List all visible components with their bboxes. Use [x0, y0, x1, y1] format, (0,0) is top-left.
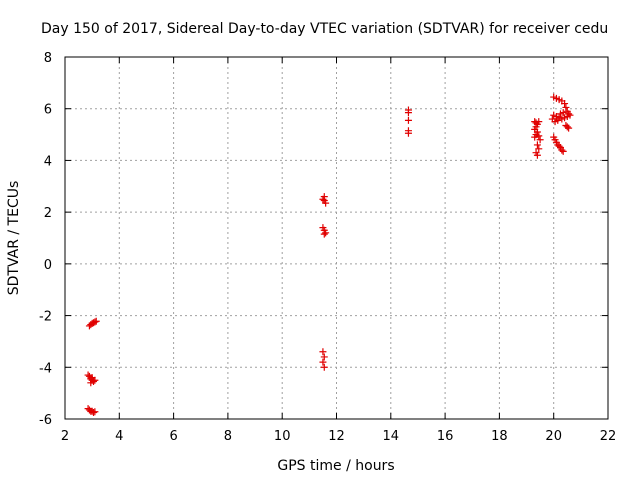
x-tick-label: 12: [328, 429, 345, 444]
y-tick-label: 0: [44, 258, 52, 273]
data-point: [319, 358, 327, 366]
x-tick-label: 6: [169, 429, 177, 444]
data-point: [320, 363, 328, 371]
data-point: [404, 109, 412, 117]
x-tick-label: 16: [437, 429, 454, 444]
y-tick-label: -2: [39, 310, 52, 325]
y-tick-label: 2: [44, 206, 52, 221]
data-point: [319, 195, 327, 203]
data-point: [561, 100, 569, 108]
x-tick-label: 10: [274, 429, 291, 444]
data-point: [87, 379, 95, 387]
data-point: [563, 123, 571, 131]
data-point: [535, 132, 543, 140]
data-point: [558, 146, 566, 154]
data-point: [535, 145, 543, 153]
x-tick-label: 14: [383, 429, 400, 444]
data-point: [322, 229, 330, 237]
data-point: [84, 371, 92, 379]
x-tick-label: 8: [224, 429, 232, 444]
data-point: [90, 409, 98, 417]
data-point: [404, 116, 412, 124]
data-points: [84, 93, 574, 417]
x-tick-label: 2: [61, 429, 69, 444]
data-point: [550, 111, 558, 119]
data-point: [404, 129, 412, 137]
y-tick-label: -6: [39, 413, 52, 428]
y-tick-label: 8: [44, 51, 52, 66]
data-point: [555, 142, 563, 150]
y-tick-label: -4: [39, 361, 52, 376]
data-point: [559, 147, 567, 155]
data-point: [565, 124, 573, 132]
chart-title: Day 150 of 2017, Sidereal Day-to-day VTE…: [41, 21, 608, 37]
x-axis: 2 4 6 8 10 12 14 16 18 20 22: [61, 57, 616, 444]
x-tick-label: 4: [115, 429, 123, 444]
y-tick-label: 4: [44, 154, 52, 169]
data-point: [320, 353, 328, 361]
data-point: [320, 230, 328, 238]
grid: [65, 57, 608, 419]
data-point: [554, 116, 562, 124]
data-point: [531, 133, 539, 141]
data-point: [319, 348, 327, 356]
data-point: [535, 118, 543, 126]
data-point: [322, 199, 330, 207]
x-axis-label: GPS time / hours: [277, 458, 394, 474]
data-point: [88, 374, 96, 382]
x-tick-label: 22: [600, 429, 617, 444]
data-point: [533, 141, 541, 149]
data-point: [559, 109, 567, 117]
data-point: [536, 136, 544, 144]
y-axis: -6 -4 -2 0 2 4 6 8: [39, 51, 608, 428]
x-tick-label: 20: [545, 429, 562, 444]
data-point: [92, 317, 100, 325]
y-axis-label: SDTVAR / TECUs: [6, 181, 22, 296]
data-point: [91, 408, 99, 416]
data-point: [533, 151, 541, 159]
x-tick-label: 18: [491, 429, 508, 444]
data-point: [562, 103, 570, 111]
y-tick-label: 6: [44, 103, 52, 118]
data-point: [91, 318, 99, 326]
